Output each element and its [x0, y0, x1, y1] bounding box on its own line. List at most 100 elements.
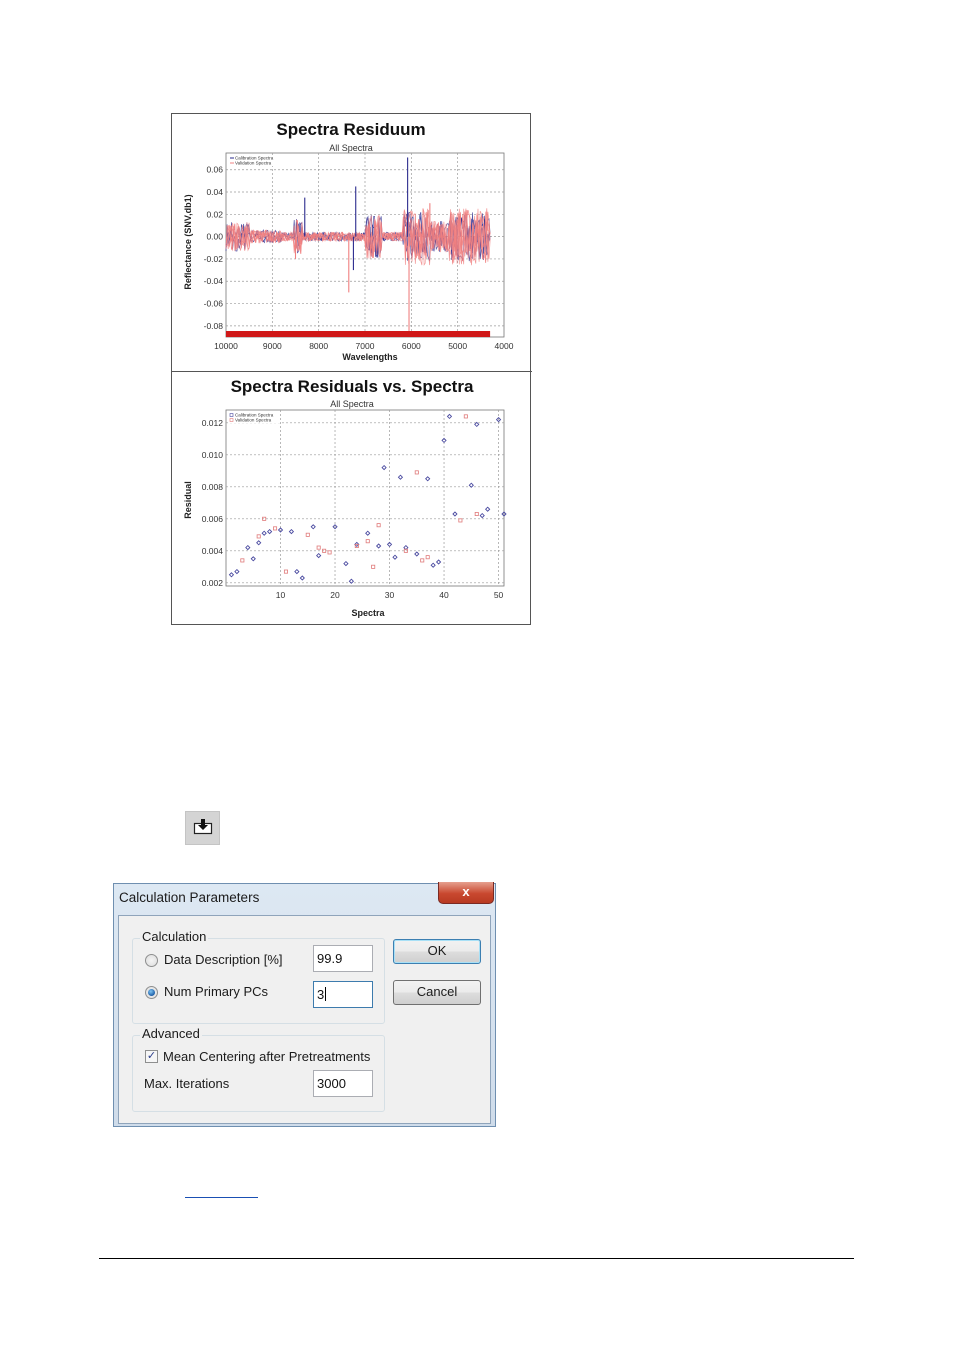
chart2-x-tick-label: 30 — [385, 590, 395, 600]
chart2-calibration-point — [435, 559, 442, 565]
chart2-validation-point — [371, 564, 376, 569]
calculation-parameters-dialog: Calculation Parameters x Calculation Dat… — [113, 882, 496, 1127]
chart2-calibration-point — [261, 530, 267, 536]
chart2-y-tick-label: 0.004 — [202, 546, 224, 556]
chart2-validation-point — [322, 548, 327, 553]
chart1-x-tick-label: 9000 — [263, 341, 282, 351]
chart2-calibration-point — [381, 464, 387, 471]
chart2-x-ticks: 10 20 30 40 50 — [276, 590, 504, 600]
chart2-x-tick-label: 40 — [439, 590, 449, 600]
chart2-validation-point — [474, 511, 479, 516]
chart2-validation-point — [458, 518, 463, 523]
chart2-calibration-point — [397, 474, 404, 480]
download-arrow-icon — [193, 819, 213, 835]
chart2-calibration-point — [446, 413, 453, 420]
chart2-validation-point — [256, 534, 261, 539]
chart2-calibration-point — [234, 568, 240, 575]
chart2-x-tick-label: 20 — [330, 590, 340, 600]
chart2-title: Spectra Residuals vs. Spectra — [231, 377, 474, 396]
chart2-calibration-point — [474, 421, 480, 428]
chart1-legend-box — [228, 155, 280, 166]
charts-svg: Spectra Residuum All Spectra Wavelengths… — [172, 120, 532, 618]
max-iterations-value: 3000 — [317, 1076, 346, 1091]
chart2-series — [228, 413, 507, 584]
max-iterations-input[interactable]: 3000 — [313, 1070, 373, 1097]
chart2-validation-point — [283, 569, 288, 574]
num-primary-pcs-input[interactable]: 3 — [313, 981, 373, 1008]
chart1-subtitle: All Spectra — [329, 143, 373, 153]
chart2-y-tick-label: 0.002 — [202, 578, 224, 588]
chart2-legend-box — [228, 412, 280, 423]
chart1-y-tick-label: -0.04 — [204, 276, 224, 286]
data-description-value: 99.9 — [317, 951, 343, 966]
data-description-radio[interactable] — [145, 954, 158, 967]
data-description-label: Data Description [%] — [164, 952, 283, 967]
chart2-calibration-point — [392, 554, 398, 560]
chart2-calibration-point — [354, 541, 360, 548]
chart1-validation-series-line — [225, 208, 491, 265]
calculation-group — [132, 938, 385, 1024]
chart1-ylabel: Reflectance (SNV,db1) — [183, 194, 193, 289]
chart1-legend-entry: Validation Spectra — [235, 161, 272, 166]
chart2-calibration-point — [386, 541, 393, 548]
chart2-calibration-point — [375, 543, 382, 549]
chart1-x-tick-label: 7000 — [356, 341, 375, 351]
dialog-title: Calculation Parameters — [119, 890, 260, 905]
chart2-xlabel: Spectra — [351, 608, 385, 618]
chart2-validation-point — [305, 532, 310, 537]
chart2-calibration-point — [468, 482, 474, 488]
export-button[interactable] — [185, 811, 220, 845]
num-primary-pcs-radio[interactable] — [145, 986, 158, 999]
chart2-validation-point — [376, 523, 381, 528]
dialog-body: Calculation Data Description [%] 99.9 Nu… — [118, 915, 491, 1124]
chart1-region-marker-bar — [226, 331, 491, 337]
mean-centering-checkbox[interactable]: ✓ — [145, 1050, 158, 1063]
max-iterations-label: Max. Iterations — [144, 1076, 230, 1091]
chart2-legend-swatch — [229, 413, 234, 417]
chart2-calibration-point — [495, 416, 502, 423]
page-footer-rule — [99, 1258, 854, 1259]
chart2-calibration-point — [256, 540, 262, 546]
hyperlink-underline[interactable] — [185, 1197, 258, 1198]
chart2-y-tick-label: 0.008 — [202, 482, 224, 492]
close-button[interactable]: x — [438, 882, 494, 904]
chart2-calibration-point — [343, 560, 349, 567]
chart1-validation-series-line — [225, 208, 491, 264]
chart2-x-tick-label: 10 — [276, 590, 286, 600]
chart1-x-tick-label: 5000 — [448, 341, 467, 351]
chart2-legend-entry: Validation Spectra — [235, 418, 272, 423]
chart2-calibration-point — [479, 512, 485, 519]
chart2-validation-point — [403, 548, 408, 553]
cancel-button[interactable]: Cancel — [393, 980, 481, 1005]
chart1-x-tick-label: 8000 — [309, 341, 328, 351]
data-description-input[interactable]: 99.9 — [313, 945, 373, 972]
chart2-validation-point — [425, 555, 430, 560]
chart2-calibration-point — [310, 524, 316, 530]
chart2-calibration-point — [414, 551, 420, 557]
chart2-calibration-point — [277, 527, 284, 533]
chart1-x-tick-label: 6000 — [402, 341, 421, 351]
chart2-validation-point — [463, 414, 468, 419]
chart2-x-tick-label: 50 — [494, 590, 504, 600]
chart-panel: Spectra Residuum All Spectra Wavelengths… — [171, 113, 532, 625]
checkmark-icon: ✓ — [146, 1050, 157, 1062]
chart2-calibration-point — [228, 572, 235, 578]
chart2-subtitle: All Spectra — [330, 399, 374, 409]
chart2-calibration-point — [250, 556, 256, 562]
chart2-calibration-point — [425, 476, 431, 482]
chart1-y-tick-label: 0.04 — [206, 187, 223, 197]
chart2-y-tick-label: 0.006 — [202, 514, 224, 524]
ok-button[interactable]: OK — [393, 939, 481, 964]
advanced-group-label: Advanced — [140, 1026, 202, 1041]
chart2-calibration-point — [485, 506, 491, 512]
chart1-y-tick-label: 0.06 — [206, 165, 223, 175]
chart1-x-tick-label: 10000 — [214, 341, 238, 351]
chart1-y-tick-label: -0.06 — [204, 299, 224, 309]
chart2-validation-point — [327, 550, 332, 555]
mean-centering-label: Mean Centering after Pretreatments — [163, 1049, 371, 1064]
chart2-calibration-point — [332, 524, 338, 530]
text-caret — [325, 987, 327, 1001]
chart2-validation-point — [316, 545, 321, 550]
